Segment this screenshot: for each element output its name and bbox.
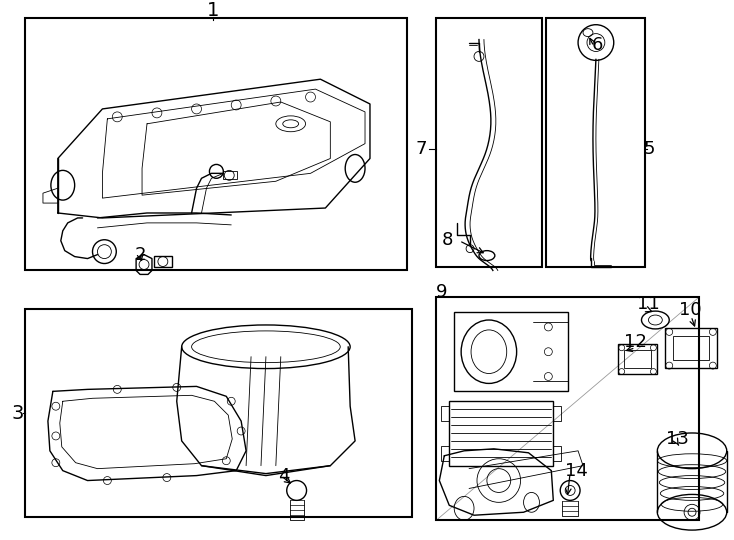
Text: 8: 8 bbox=[442, 231, 453, 249]
Text: 9: 9 bbox=[437, 284, 448, 301]
Bar bbox=[449, 401, 553, 465]
Bar bbox=[553, 406, 562, 421]
Bar bbox=[673, 336, 709, 360]
Bar bbox=[223, 171, 237, 179]
Bar bbox=[437, 18, 542, 267]
Bar bbox=[553, 446, 562, 461]
Text: 7: 7 bbox=[416, 139, 427, 158]
Bar bbox=[618, 344, 658, 374]
Text: 1: 1 bbox=[207, 1, 219, 21]
Bar bbox=[546, 18, 645, 267]
Bar bbox=[154, 255, 172, 267]
Text: 4: 4 bbox=[278, 467, 289, 484]
Text: 5: 5 bbox=[644, 139, 655, 158]
Text: 6: 6 bbox=[592, 36, 603, 53]
Bar bbox=[624, 350, 651, 368]
Text: 13: 13 bbox=[666, 430, 688, 448]
Text: 14: 14 bbox=[564, 462, 587, 480]
Text: 12: 12 bbox=[624, 333, 647, 351]
Bar bbox=[437, 297, 699, 520]
Text: 3: 3 bbox=[11, 404, 23, 423]
Bar bbox=[25, 309, 412, 517]
Bar bbox=[25, 18, 407, 271]
Bar bbox=[441, 406, 449, 421]
Bar bbox=[441, 446, 449, 461]
Bar bbox=[665, 328, 717, 368]
Bar bbox=[454, 312, 568, 392]
Text: 2: 2 bbox=[134, 246, 146, 264]
Text: 11: 11 bbox=[637, 295, 660, 313]
Text: 10: 10 bbox=[679, 301, 702, 319]
